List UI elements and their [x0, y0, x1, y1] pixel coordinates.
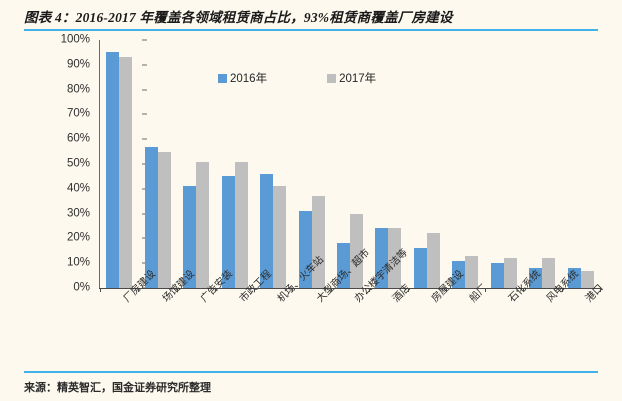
bar-2016: [260, 173, 274, 288]
y-axis-tick-mark: [142, 262, 147, 264]
x-axis-tick-mark: [253, 288, 255, 292]
bar-group: [337, 40, 363, 288]
y-axis-tick-mark: [142, 213, 147, 215]
legend-item-2016: 2016年: [218, 70, 267, 86]
x-axis-tick-mark: [215, 288, 217, 292]
bar-2017: [542, 258, 556, 288]
bar-group: [260, 40, 287, 288]
y-axis-tick-mark: [142, 89, 147, 91]
y-axis-tick-label: 30%: [66, 206, 90, 219]
page-title: 图表 4：2016-2017 年覆盖各领域租赁商占比，93%租赁商覆盖厂房建设: [24, 10, 453, 25]
x-axis-tick-mark: [407, 288, 409, 292]
bar-group: [413, 40, 440, 288]
y-axis-tick-mark: [142, 64, 147, 66]
x-axis-line: [99, 288, 601, 289]
bar-group: [375, 40, 402, 288]
y-axis-tick-label: 50%: [66, 157, 90, 170]
y-axis-tick-label: 100%: [60, 33, 90, 46]
x-axis-tick-mark: [446, 288, 448, 292]
bar-2016: [375, 228, 389, 288]
y-axis-tick-label: 40%: [66, 182, 90, 195]
bar-2016: [144, 146, 158, 288]
legend-swatch-icon-2016: [218, 73, 227, 83]
x-axis-tick-mark: [600, 288, 601, 292]
y-axis-tick-label: 80%: [66, 82, 90, 95]
plot-area: 2016年 2017年 100% 90% 80% 70% 60% 50% 40% 30% 20%…: [0, 34, 622, 366]
legend-swatch-icon-2017: [327, 73, 337, 83]
y-axis-tick-mark: [142, 237, 147, 239]
bar-2016: [452, 260, 466, 288]
bar-2017: [350, 213, 363, 288]
bar-2017: [388, 228, 402, 288]
divider-top: [24, 29, 598, 31]
bar-2016: [106, 52, 120, 288]
x-axis-tick-mark: [292, 288, 294, 292]
title-bar: 图表 4：2016-2017 年覆盖各领域租赁商占比，93%租赁商覆盖厂房建设: [0, 0, 622, 32]
bar-groups: [100, 40, 600, 288]
x-axis-tick-mark: [176, 288, 178, 292]
y-axis-tick-label: 20%: [66, 231, 90, 244]
y-axis-tick-label: 10%: [66, 256, 90, 269]
bar-group: [490, 40, 517, 288]
bar-group: [567, 40, 594, 288]
bar-2017: [465, 255, 479, 288]
x-axis-tick-mark: [484, 288, 486, 292]
bar-group: [529, 40, 556, 288]
bar-2016: [490, 263, 504, 288]
bar-2017: [273, 186, 287, 288]
bar-2016: [413, 248, 427, 288]
bar-2016: [183, 186, 197, 288]
legend-label-2017: 2017年: [339, 73, 377, 85]
x-axis-tick-mark: [561, 288, 563, 292]
y-axis-tick-mark: [142, 138, 147, 140]
bar-2017: [196, 161, 210, 288]
bar-2016: [221, 176, 235, 288]
bar-group: [452, 40, 479, 288]
x-axis-tick-mark: [100, 288, 101, 292]
bar-2017: [503, 258, 517, 288]
y-axis-tick-mark: [142, 39, 147, 41]
x-axis-labels: 厂房建设 场馆建设 广告安装 市政工程 机场、火车站 大型商场、超市 办公楼宇清洁等 酒店 房屋…: [100, 247, 610, 374]
bar-2016: [298, 211, 312, 288]
bar-2017: [234, 161, 248, 288]
y-axis-line: [99, 40, 100, 288]
bar-2017: [119, 57, 133, 288]
bar-2016: [567, 268, 581, 288]
y-axis-labels: 100% 90% 80% 70% 60% 50% 40% 30% 20% 10% 0%: [48, 34, 147, 293]
divider-bottom: [24, 371, 598, 373]
y-axis-tick-label: 90%: [66, 58, 90, 71]
legend-item-2017: 2017年: [327, 70, 376, 86]
bar-2017: [157, 151, 171, 288]
x-axis-tick-mark: [138, 288, 140, 292]
bar-2017: [426, 233, 440, 288]
bar-group: [106, 40, 133, 288]
bar-2016: [529, 268, 543, 288]
x-axis-tick-mark: [330, 288, 332, 292]
bar-2017: [311, 196, 325, 288]
legend-label-2016: 2016年: [230, 73, 268, 85]
bar-group: [183, 40, 210, 288]
y-axis-tick-label: 0%: [73, 281, 90, 294]
bar-group: [298, 40, 325, 288]
bar-2016: [337, 243, 350, 288]
y-axis-tick-mark: [142, 113, 147, 115]
bar-group: [144, 40, 171, 288]
x-axis-tick-mark: [369, 288, 371, 292]
bar-group: [221, 40, 248, 288]
bar-2017: [580, 270, 594, 288]
y-axis-tick-label: 70%: [66, 107, 90, 120]
x-axis-tick-mark: [523, 288, 525, 292]
y-axis-tick-label: 60%: [66, 132, 90, 145]
y-axis-tick-mark: [142, 188, 147, 190]
y-axis-tick-mark: [142, 163, 147, 165]
legend: 2016年 2017年: [218, 70, 376, 86]
source-note: 来源：精英智汇，国金证券研究所整理: [24, 382, 211, 394]
